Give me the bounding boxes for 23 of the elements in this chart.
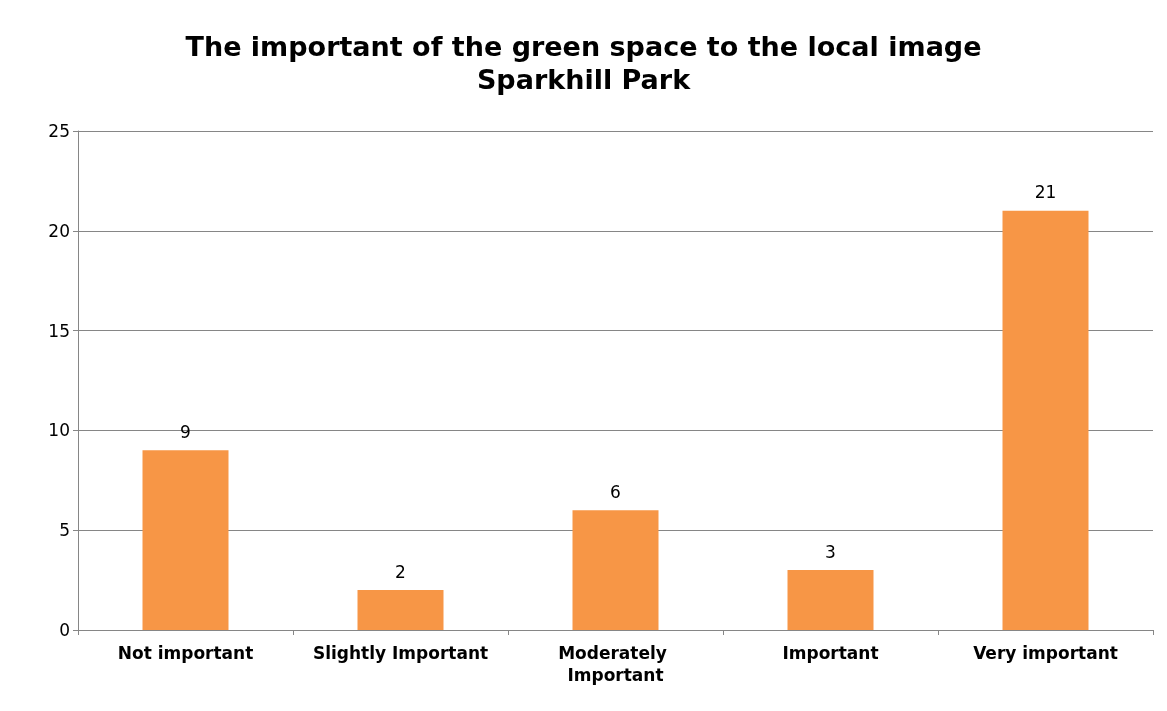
data-label: 21 bbox=[1034, 182, 1057, 203]
bar bbox=[572, 510, 659, 630]
y-tick-label: 15 bbox=[48, 320, 70, 341]
bar bbox=[142, 450, 229, 630]
bar bbox=[1002, 210, 1089, 630]
x-tick-label: Important bbox=[782, 643, 879, 663]
data-label: 3 bbox=[825, 541, 836, 562]
y-tick-label: 25 bbox=[48, 121, 70, 141]
y-tick-label: 20 bbox=[48, 220, 70, 241]
chart-title: The important of the green space to the local image bbox=[185, 31, 982, 62]
chart-subtitle: Sparkhill Park bbox=[476, 64, 692, 95]
y-tick-label: 0 bbox=[59, 620, 70, 640]
data-label: 6 bbox=[610, 481, 621, 502]
data-label: 9 bbox=[180, 421, 191, 442]
x-tick-label: Very important bbox=[973, 643, 1118, 663]
bar bbox=[357, 590, 444, 630]
y-tick-label: 10 bbox=[48, 420, 70, 441]
x-tick-label: Slightly Important bbox=[312, 643, 489, 663]
y-tick-label: 5 bbox=[59, 520, 70, 541]
data-label: 2 bbox=[395, 561, 406, 582]
bar bbox=[787, 570, 874, 630]
x-tick-label: Not important bbox=[117, 643, 254, 663]
x-tick-label: Moderately Important bbox=[558, 643, 673, 685]
